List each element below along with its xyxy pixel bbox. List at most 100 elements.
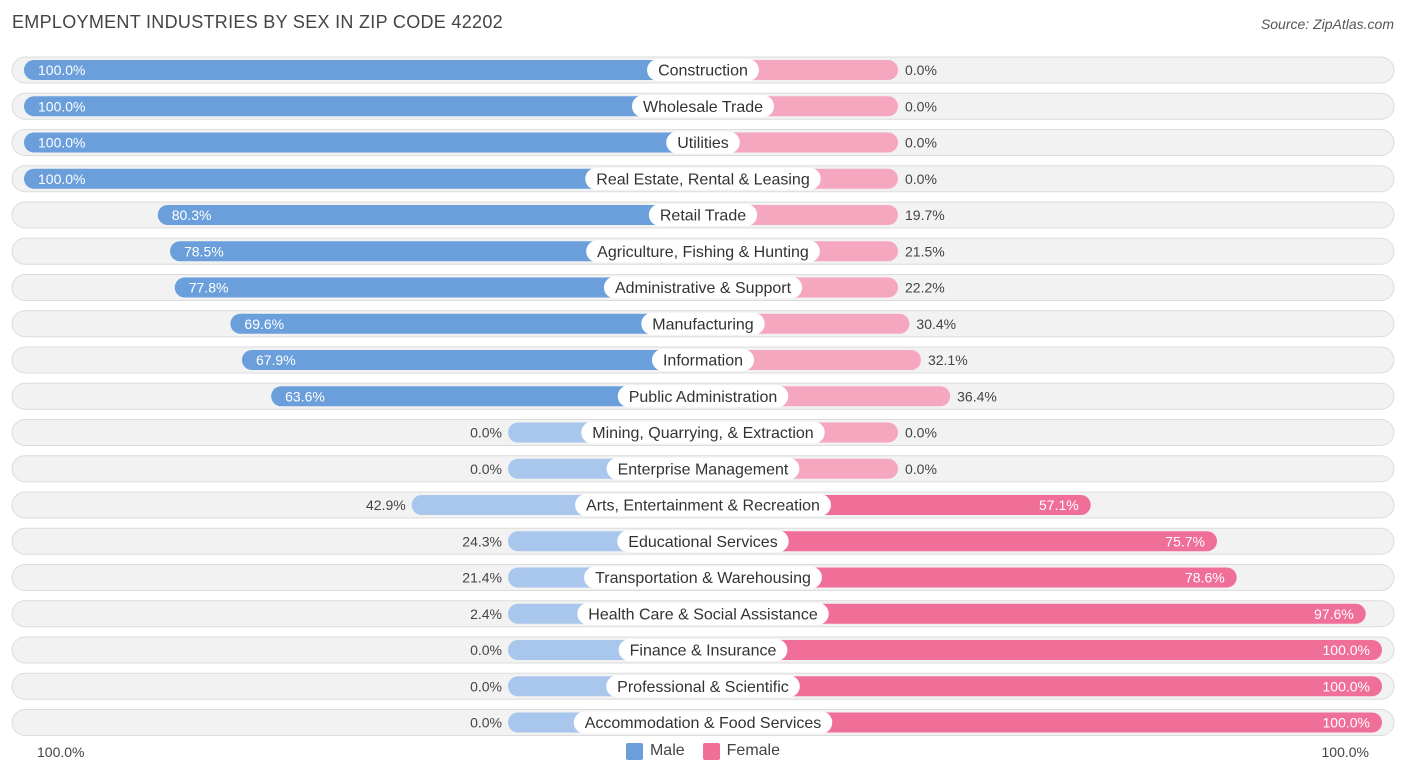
chart-row: Real Estate, Rental & Leasing 100.0% 0.0%	[11, 165, 1395, 193]
female-value-label: 100.0%	[1323, 642, 1370, 658]
female-value-label: 21.5%	[905, 243, 945, 259]
male-value-label: 100.0%	[38, 171, 85, 187]
category-label: Public Administration	[629, 389, 778, 406]
category-label: Administrative & Support	[615, 280, 792, 297]
male-value-label: 100.0%	[38, 98, 85, 114]
category-label-bg	[606, 457, 800, 480]
female-value-label: 100.0%	[1323, 715, 1370, 731]
chart-row: Educational Services 24.3% 75.7%	[11, 527, 1395, 555]
legend-label-male: Male	[649, 742, 685, 759]
male-value-label: 0.0%	[470, 678, 502, 694]
category-label-bg	[585, 167, 821, 190]
male-bar	[271, 386, 703, 407]
category-label-bg	[631, 95, 775, 118]
category-label-bg	[666, 131, 740, 154]
chart-row: Wholesale Trade 100.0% 0.0%	[11, 92, 1395, 120]
category-label-bg	[617, 385, 789, 408]
category-label-bg	[648, 204, 758, 226]
legend: Male Female	[0, 742, 1406, 760]
female-value-label: 75.7%	[1165, 533, 1205, 549]
category-label-bg	[573, 711, 833, 734]
category-label: Health Care & Social Assistance	[588, 606, 818, 623]
female-bar	[703, 132, 898, 153]
female-bar	[703, 640, 1382, 660]
male-value-label: 78.5%	[184, 243, 224, 259]
category-label: Manufacturing	[652, 316, 753, 333]
female-value-label: 30.4%	[916, 316, 956, 332]
female-bar	[703, 676, 1382, 697]
male-value-label: 80.3%	[172, 207, 212, 223]
category-label: Construction	[658, 63, 748, 80]
chart-row: Accommodation & Food Services 0.0% 100.0%	[11, 709, 1395, 736]
male-value-label: 67.9%	[256, 352, 296, 368]
female-value-label: 0.0%	[905, 135, 937, 151]
male-value-label: 21.4%	[462, 570, 502, 586]
male-bar	[230, 313, 703, 334]
female-value-label: 0.0%	[905, 425, 937, 441]
category-label-bg	[617, 530, 789, 553]
chart-row: Transportation & Warehousing 21.4% 78.6%	[11, 564, 1395, 591]
female-bar	[703, 712, 1382, 733]
category-label: Accommodation & Food Services	[585, 715, 822, 732]
male-value-label: 63.6%	[285, 388, 325, 404]
male-value-label: 0.0%	[470, 715, 502, 731]
male-bar	[24, 132, 703, 153]
female-value-label: 22.2%	[905, 280, 945, 296]
male-bar	[241, 350, 704, 370]
male-value-label: 0.0%	[470, 425, 502, 441]
male-bar	[174, 277, 703, 298]
category-label-bg	[647, 59, 759, 81]
male-value-label: 42.9%	[366, 497, 406, 513]
category-label-bg	[641, 312, 765, 335]
category-label: Wholesale Trade	[643, 99, 763, 116]
female-value-label: 78.6%	[1185, 570, 1225, 586]
chart-row: Utilities 100.0% 0.0%	[11, 129, 1395, 156]
category-label: Finance & Insurance	[630, 643, 777, 660]
category-label-bg	[575, 494, 831, 516]
chart-row: Arts, Entertainment & Recreation 42.9% 57.…	[11, 491, 1395, 519]
male-value-label: 100.0%	[38, 135, 85, 151]
category-label: Utilities	[677, 135, 729, 152]
axis-left-label: 100.0%	[37, 744, 85, 760]
female-value-label: 0.0%	[905, 98, 937, 114]
legend-item-male: Male	[625, 742, 685, 760]
female-bar	[703, 567, 1237, 588]
category-label: Retail Trade	[660, 208, 746, 225]
female-value-label: 100.0%	[1323, 678, 1370, 694]
legend-label-female: Female	[726, 742, 781, 759]
chart-row: Enterprise Management 0.0% 0.0%	[11, 455, 1395, 483]
female-value-label: 19.7%	[905, 207, 945, 223]
male-bar	[157, 205, 703, 225]
chart-row: Information 67.9% 32.1%	[11, 346, 1395, 374]
male-bar	[24, 168, 703, 189]
legend-swatch-female	[702, 742, 720, 760]
category-label: Enterprise Management	[618, 461, 789, 478]
male-bar	[24, 96, 703, 117]
chart-row: Construction 100.0% 0.0%	[11, 56, 1395, 84]
category-label-bg	[577, 602, 829, 625]
male-bar	[24, 60, 703, 80]
male-value-label: 0.0%	[470, 642, 502, 658]
chart-row: Finance & Insurance 0.0% 100.0%	[11, 636, 1395, 664]
female-value-label: 0.0%	[905, 461, 937, 477]
category-label: Professional & Scientific	[617, 679, 789, 696]
female-value-label: 57.1%	[1039, 497, 1079, 513]
chart-row: Professional & Scientific 0.0% 100.0%	[11, 672, 1395, 700]
category-label-bg	[586, 240, 820, 263]
chart-row: Mining, Quarrying, & Extraction 0.0% 0.0%	[11, 419, 1395, 446]
legend-item-female: Female	[702, 742, 781, 760]
female-value-label: 0.0%	[905, 62, 937, 78]
female-value-label: 36.4%	[957, 388, 997, 404]
source-label: Source: ZipAtlas.com	[1260, 16, 1394, 32]
male-value-label: 0.0%	[470, 461, 502, 477]
axis-right-label: 100.0%	[1321, 744, 1369, 760]
male-bar	[169, 241, 704, 262]
chart-area: Construction 100.0% 0.0% Wholesale Trade 100…	[11, 56, 1395, 736]
chart-row: Agriculture, Fishing & Hunting 78.5% 21.5%	[11, 237, 1395, 265]
chart-row: Health Care & Social Assistance 2.4% 97.6%	[11, 600, 1395, 628]
category-label: Transportation & Warehousing	[595, 570, 811, 587]
category-label-bg	[581, 421, 825, 444]
category-label-bg	[651, 349, 755, 371]
male-value-label: 69.6%	[244, 316, 284, 332]
category-label: Arts, Entertainment & Recreation	[586, 498, 820, 515]
